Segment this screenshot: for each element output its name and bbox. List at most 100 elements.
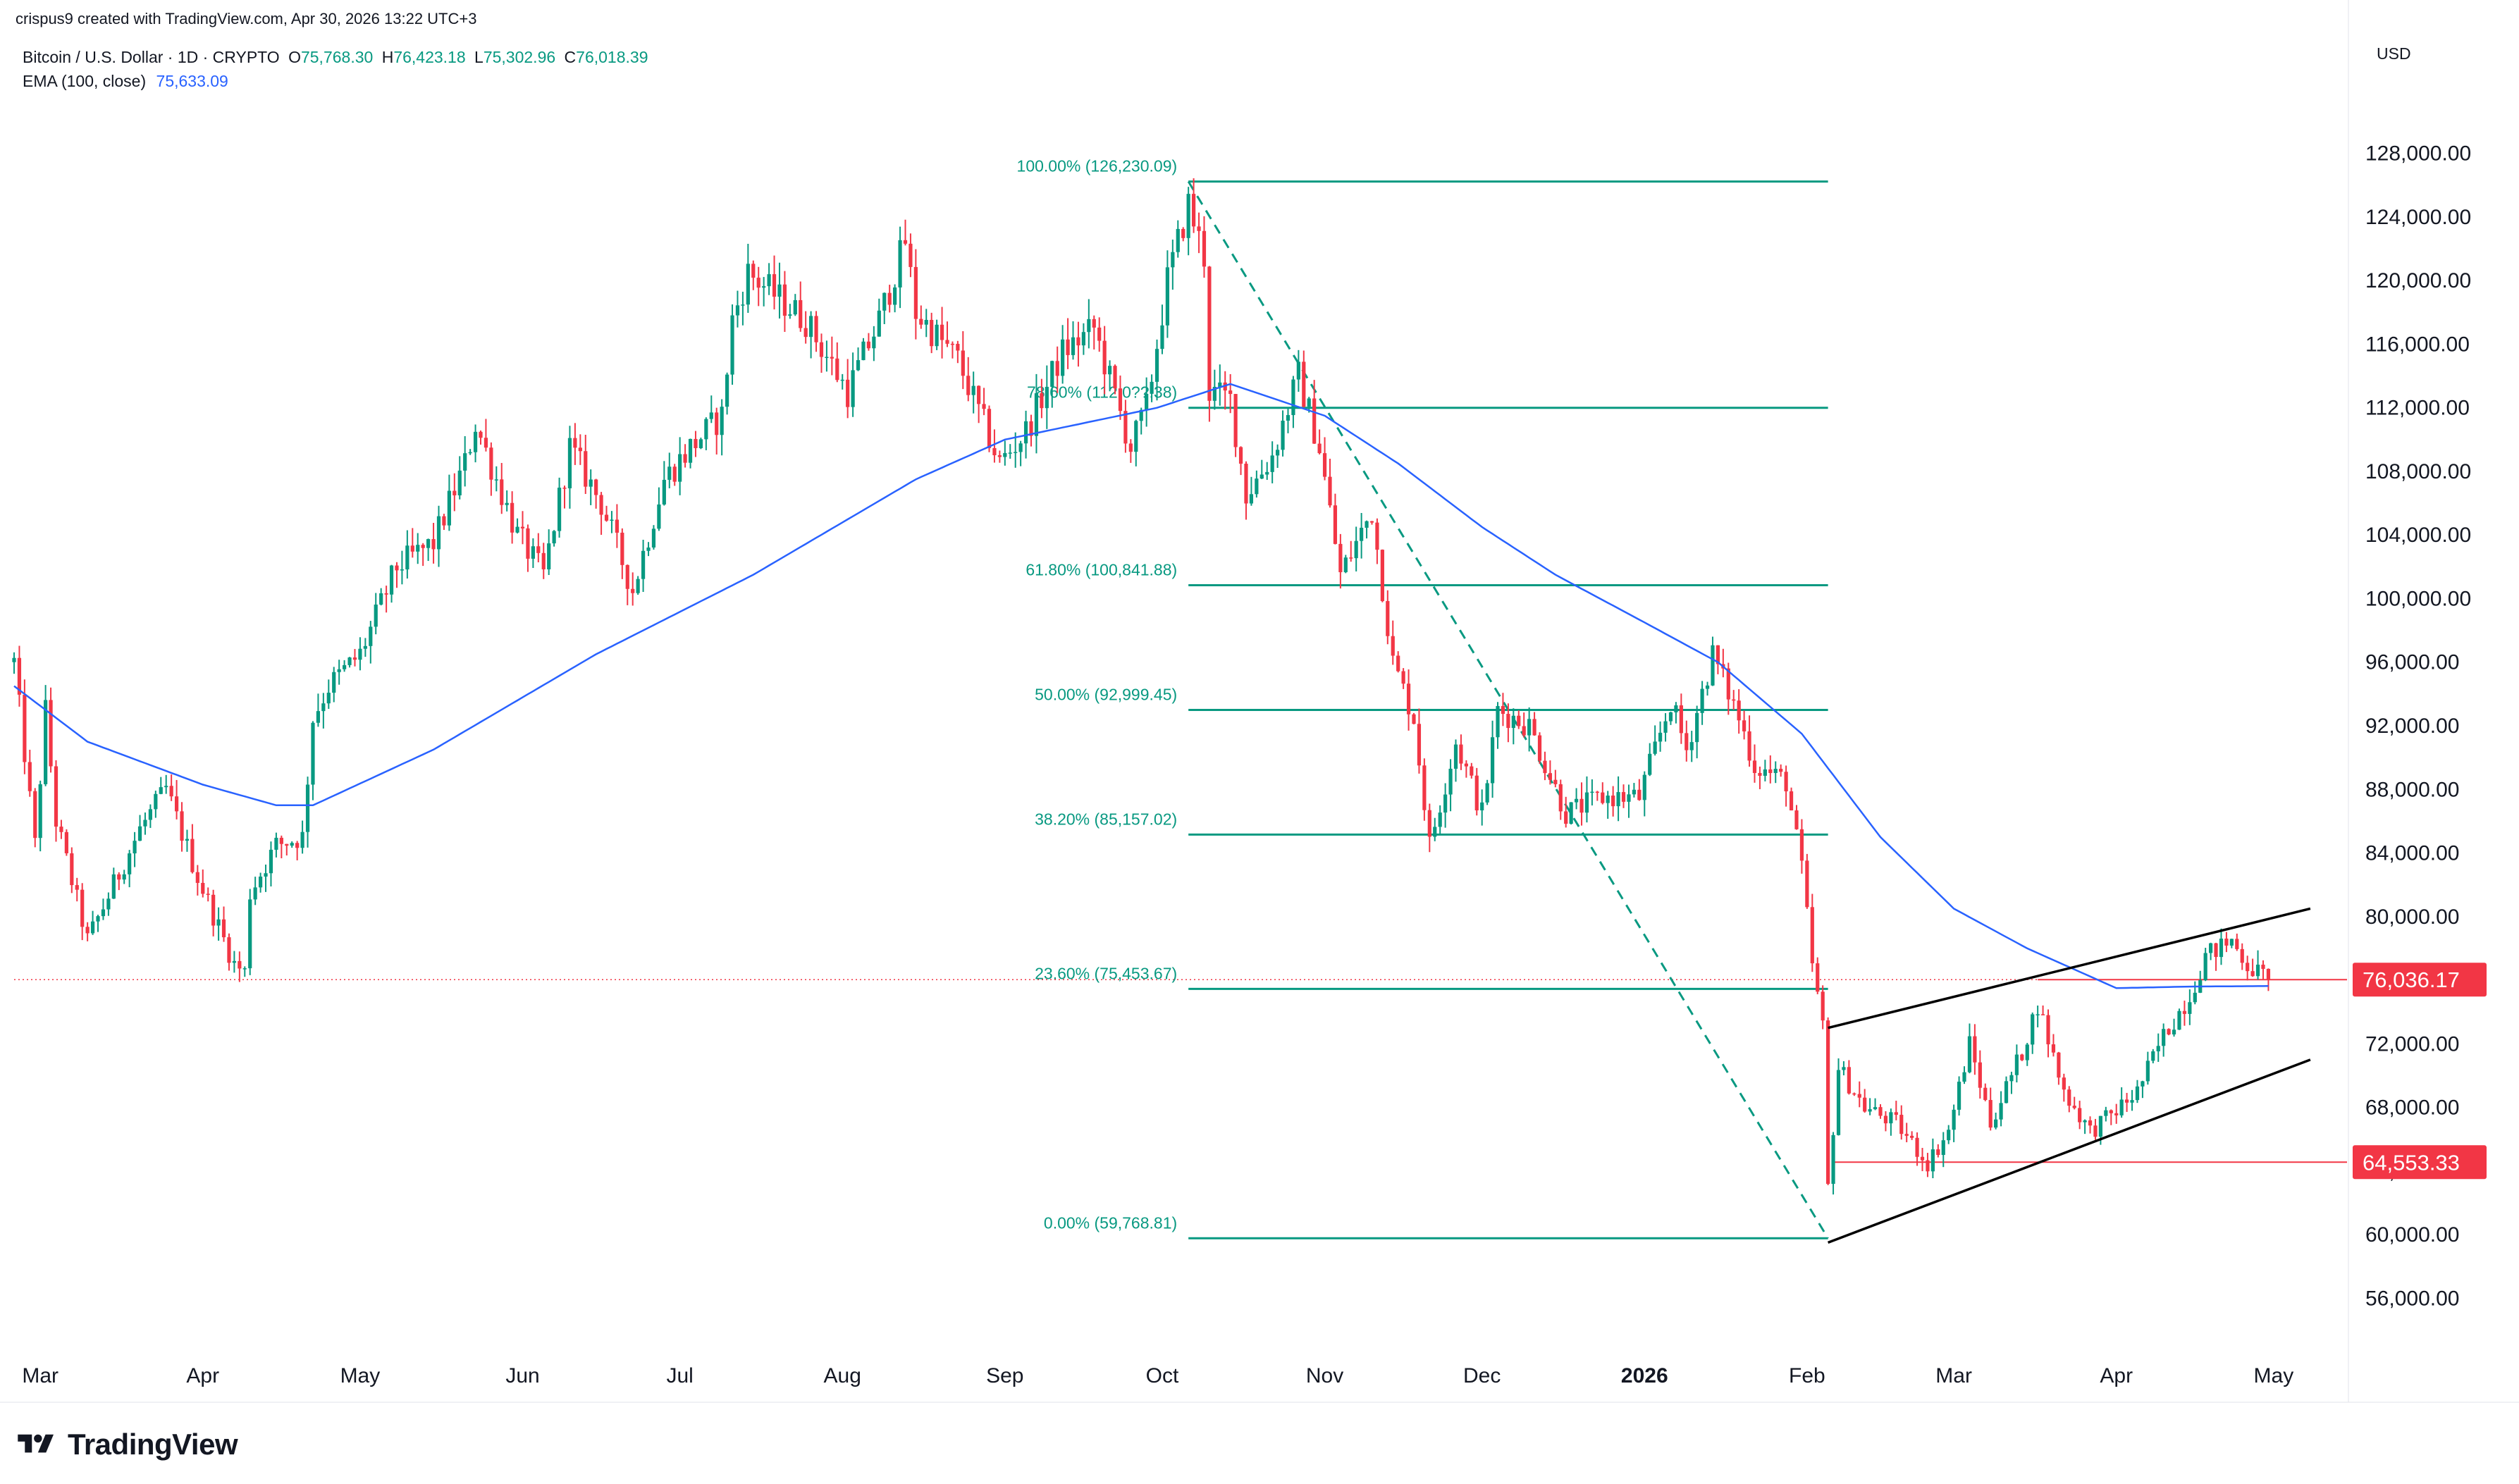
- x-tick-label: Apr: [186, 1364, 219, 1387]
- candle-body: [799, 299, 803, 328]
- candle-body: [2088, 1120, 2093, 1126]
- candle-body: [2214, 943, 2218, 958]
- candle-body: [1113, 366, 1117, 389]
- candle-body: [1369, 521, 1374, 523]
- candle-body: [1349, 557, 1353, 559]
- candle-body: [1171, 252, 1175, 268]
- candle-body: [1212, 387, 1217, 401]
- candle-body: [1218, 382, 1222, 388]
- candle-body: [913, 266, 918, 319]
- candle-body: [1868, 1109, 1872, 1112]
- candle-body: [1878, 1107, 1883, 1116]
- symbol-name[interactable]: Bitcoin / U.S. Dollar · 1D · CRYPTO: [23, 48, 280, 66]
- candle-body: [2062, 1077, 2066, 1090]
- candle-body: [1128, 443, 1133, 452]
- candle-body: [326, 693, 331, 704]
- candle-body: [1354, 540, 1358, 559]
- x-tick-label: Aug: [824, 1364, 861, 1387]
- candle-body: [300, 831, 304, 848]
- candle-body: [154, 793, 158, 810]
- candle-body: [1501, 705, 1505, 715]
- candle-body: [159, 787, 163, 794]
- y-tick-label: 72,000.00: [2365, 1032, 2459, 1056]
- candle-body: [835, 358, 839, 381]
- candle-body: [1191, 194, 1196, 227]
- candle-body: [2124, 1099, 2129, 1103]
- candle-body: [1008, 452, 1012, 454]
- ema-value: 75,633.09: [156, 72, 228, 90]
- candle-body: [494, 479, 498, 481]
- y-tick-label: 104,000.00: [2365, 524, 2471, 547]
- candle-body: [589, 479, 593, 487]
- candle-body: [1810, 907, 1814, 964]
- candle-body: [169, 786, 173, 797]
- candle-body: [389, 565, 394, 595]
- candle-body: [1532, 719, 1536, 736]
- y-tick-label: 88,000.00: [2365, 778, 2459, 801]
- candle-body: [704, 419, 708, 440]
- candle-body: [2261, 964, 2265, 969]
- candle-body: [840, 379, 844, 381]
- candle-body: [363, 645, 367, 649]
- candle-body: [814, 316, 818, 342]
- candle-body: [1936, 1149, 1940, 1156]
- candle-body: [1763, 769, 1767, 776]
- candle-body: [206, 894, 210, 895]
- candle-body: [442, 516, 446, 526]
- candle-body: [1165, 267, 1170, 326]
- candle-body: [1343, 557, 1348, 573]
- candle-body: [898, 240, 902, 287]
- candle-body: [2135, 1086, 2140, 1101]
- y-tick-label: 92,000.00: [2365, 715, 2459, 738]
- candle-body: [919, 319, 923, 325]
- currency-button[interactable]: USD: [2377, 44, 2411, 63]
- candle-body: [426, 539, 431, 548]
- candle-body: [830, 357, 834, 359]
- candle-body: [819, 342, 824, 357]
- candle-body: [1228, 390, 1233, 395]
- candle-body: [893, 287, 897, 305]
- candle-body: [709, 412, 713, 419]
- candle-body: [1627, 794, 1631, 802]
- candle-body: [909, 243, 913, 267]
- candle-body: [1485, 783, 1489, 803]
- candle-body: [1412, 714, 1416, 724]
- fib-level-label: 0.00% (59,768.81): [1044, 1213, 1177, 1232]
- candle-body: [1920, 1156, 1925, 1161]
- candle-body: [2167, 1029, 2171, 1035]
- x-tick-label: Oct: [1146, 1364, 1179, 1387]
- tradingview-logo[interactable]: TradingView: [14, 1423, 238, 1466]
- candle-body: [2098, 1115, 2103, 1137]
- candle-body: [531, 546, 535, 559]
- symbol-legend[interactable]: Bitcoin / U.S. Dollar · 1D · CRYPTO O75,…: [23, 48, 648, 67]
- candle-body: [185, 839, 190, 841]
- price-chart[interactable]: 100.00% (126,230.09) 78.60% (112,0??.38) 6…: [0, 0, 2519, 1409]
- candle-body: [1904, 1134, 1909, 1136]
- candle-body: [1474, 775, 1479, 811]
- candle-body: [2250, 971, 2255, 977]
- ema-legend[interactable]: EMA (100, close) 75,633.09: [23, 72, 228, 91]
- candle-body: [253, 887, 257, 900]
- candle-body: [2093, 1125, 2098, 1137]
- candle-body: [510, 502, 515, 533]
- candle-body: [264, 873, 268, 877]
- candle-body: [321, 703, 326, 712]
- candle-body: [379, 593, 383, 605]
- candle-body: [1632, 789, 1637, 795]
- candle-body: [2119, 1099, 2124, 1115]
- candle-body: [59, 827, 63, 832]
- candle-body: [347, 657, 352, 665]
- candle-body: [64, 831, 68, 853]
- candle-body: [1952, 1109, 1956, 1130]
- candle-body: [793, 299, 797, 315]
- candle-body: [1679, 705, 1683, 734]
- candle-body: [201, 882, 205, 894]
- candle-body: [809, 316, 813, 338]
- candle-body: [117, 874, 121, 880]
- candle-body: [1123, 411, 1128, 444]
- price-axis: 128,000.00 124,000.00 120,000.00 116,000.00…: [2365, 142, 2471, 1311]
- candle-body: [1700, 688, 1704, 713]
- ema-label[interactable]: EMA (100, close): [23, 72, 147, 90]
- candle-body: [1181, 228, 1185, 238]
- price-badge: [2353, 1145, 2487, 1180]
